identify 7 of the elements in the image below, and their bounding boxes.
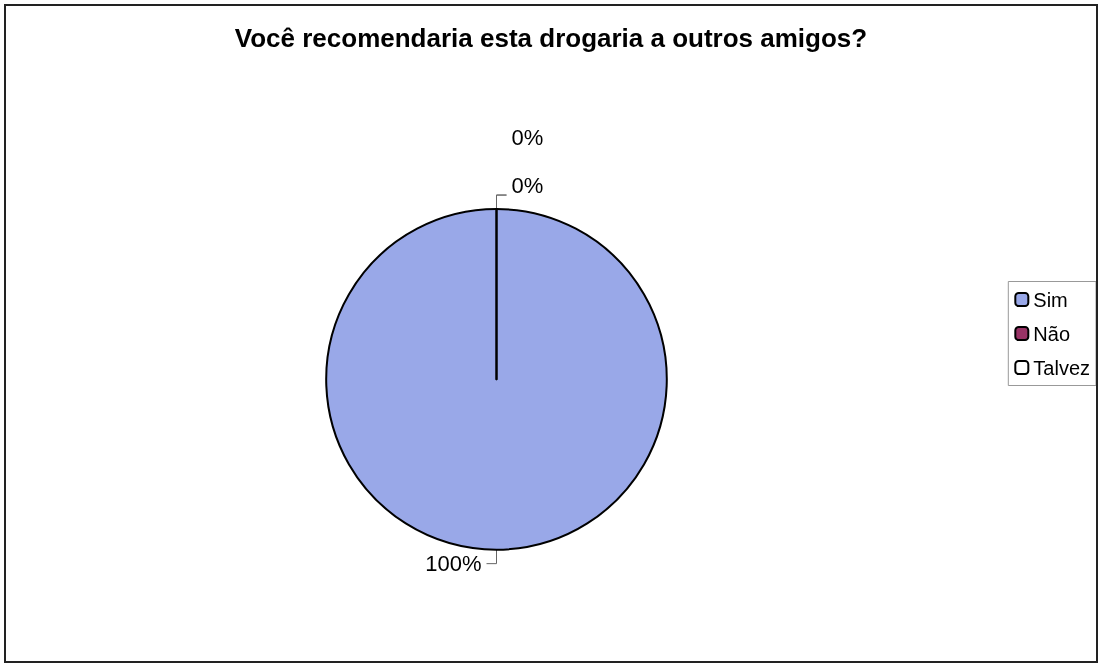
legend-label: Não bbox=[1033, 322, 1071, 345]
data-label: 100% bbox=[425, 551, 482, 577]
chart-title: Você recomendaria esta drogaria a outros amigos? bbox=[234, 23, 868, 53]
text: 0% bbox=[511, 124, 544, 150]
text: 0% bbox=[511, 172, 544, 198]
legend-label: Talvez bbox=[1033, 356, 1091, 379]
legend-label: Sim bbox=[1033, 288, 1068, 311]
